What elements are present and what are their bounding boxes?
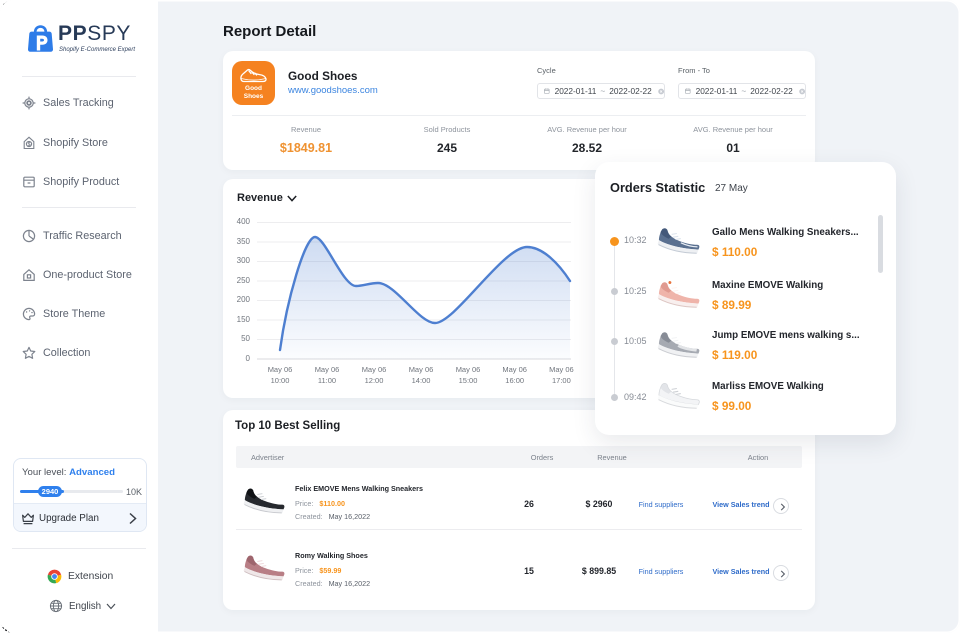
- svg-text:$: $: [27, 142, 30, 148]
